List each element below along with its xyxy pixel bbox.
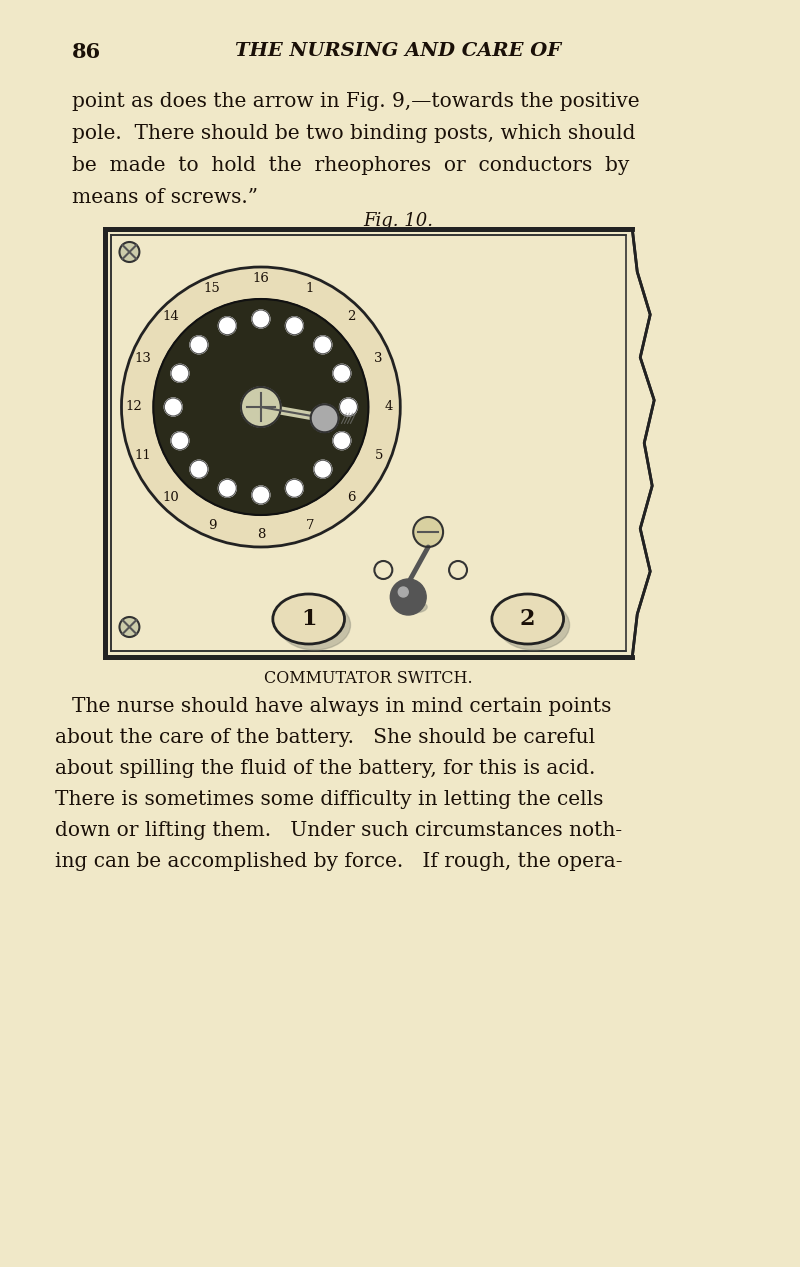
Ellipse shape — [273, 594, 345, 644]
Text: 3: 3 — [374, 351, 383, 365]
Text: means of screws.”: means of screws.” — [72, 188, 258, 207]
Text: The nurse should have always in mind certain points: The nurse should have always in mind cer… — [72, 697, 611, 716]
Circle shape — [314, 460, 332, 478]
Text: about the care of the battery.   She should be careful: about the care of the battery. She shoul… — [54, 729, 595, 748]
Text: 10: 10 — [162, 492, 179, 504]
Circle shape — [414, 517, 443, 547]
Circle shape — [333, 365, 350, 383]
Text: 2: 2 — [520, 608, 535, 630]
Text: be  made  to  hold  the  rheophores  or  conductors  by: be made to hold the rheophores or conduc… — [72, 156, 629, 175]
Text: 13: 13 — [134, 351, 151, 365]
Ellipse shape — [279, 601, 350, 650]
Circle shape — [339, 398, 358, 416]
Circle shape — [218, 479, 236, 498]
Text: 4: 4 — [384, 400, 393, 413]
Text: 15: 15 — [204, 283, 221, 295]
Text: 16: 16 — [253, 272, 270, 285]
Circle shape — [164, 398, 182, 416]
Text: THE NURSING AND CARE OF: THE NURSING AND CARE OF — [235, 42, 562, 60]
Text: 14: 14 — [162, 310, 179, 323]
Circle shape — [154, 299, 369, 514]
Circle shape — [218, 317, 236, 334]
Circle shape — [190, 460, 208, 478]
Circle shape — [390, 579, 426, 614]
Circle shape — [119, 242, 139, 262]
Text: 5: 5 — [374, 450, 383, 462]
Text: 86: 86 — [72, 42, 101, 62]
Text: down or lifting them.   Under such circumstances noth-: down or lifting them. Under such circums… — [54, 821, 622, 840]
Circle shape — [252, 310, 270, 328]
Circle shape — [374, 561, 392, 579]
Text: pole.  There should be two binding posts, which should: pole. There should be two binding posts,… — [72, 124, 635, 143]
Circle shape — [286, 479, 303, 498]
Text: 8: 8 — [257, 528, 265, 541]
Circle shape — [333, 432, 350, 450]
Bar — [110, 234, 626, 651]
Text: 1: 1 — [301, 608, 317, 630]
Circle shape — [398, 587, 408, 597]
Circle shape — [314, 336, 332, 353]
Text: 1: 1 — [306, 283, 314, 295]
Text: about spilling the fluid of the battery, for this is acid.: about spilling the fluid of the battery,… — [54, 759, 595, 778]
Circle shape — [122, 267, 400, 547]
Text: 6: 6 — [346, 492, 355, 504]
Circle shape — [241, 386, 281, 427]
Text: ing can be accomplished by force.   If rough, the opera-: ing can be accomplished by force. If rou… — [54, 851, 622, 870]
Text: 7: 7 — [306, 518, 314, 532]
Text: Fig. 10.: Fig. 10. — [363, 212, 434, 231]
Ellipse shape — [498, 601, 570, 650]
Text: 2: 2 — [347, 310, 355, 323]
Circle shape — [310, 404, 338, 432]
Circle shape — [171, 365, 189, 383]
Circle shape — [449, 561, 467, 579]
Bar — [630, 229, 660, 658]
Text: 11: 11 — [134, 450, 151, 462]
Circle shape — [252, 487, 270, 504]
Text: There is sometimes some difficulty in letting the cells: There is sometimes some difficulty in le… — [54, 791, 603, 810]
Ellipse shape — [492, 594, 563, 644]
Text: 9: 9 — [208, 518, 216, 532]
Circle shape — [171, 432, 189, 450]
Circle shape — [119, 617, 139, 637]
Text: COMMUTATOR SWITCH.: COMMUTATOR SWITCH. — [264, 670, 473, 687]
Text: point as does the arrow in Fig. 9,—towards the positive: point as does the arrow in Fig. 9,—towar… — [72, 92, 639, 111]
Circle shape — [286, 317, 303, 334]
Bar — [105, 229, 632, 658]
Circle shape — [190, 336, 208, 353]
Ellipse shape — [399, 601, 427, 613]
Text: 12: 12 — [125, 400, 142, 413]
